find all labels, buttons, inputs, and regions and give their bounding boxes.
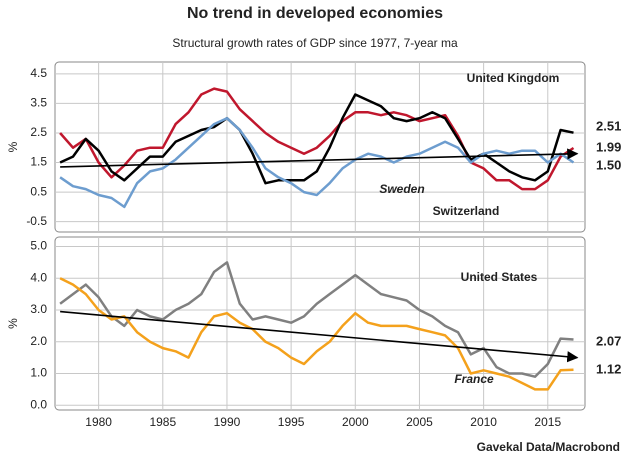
x-tick-label: 1990 [214, 415, 241, 429]
end-label: 2.51 [596, 118, 621, 133]
y-axis-label: % [6, 318, 20, 329]
y-tick-label: 1.0 [30, 366, 47, 380]
y-tick-label: 4.5 [30, 66, 47, 80]
series-name: France [454, 372, 494, 386]
y-tick-label: 2.0 [30, 334, 47, 348]
y-tick-label: 0.0 [30, 397, 47, 411]
end-label: 2.07 [596, 333, 621, 348]
series-name: Switzerland [433, 204, 500, 218]
x-tick-label: 2010 [470, 415, 497, 429]
x-tick-label: 1995 [278, 415, 305, 429]
plot-frame [54, 236, 586, 411]
y-tick-label: 1.5 [30, 155, 47, 169]
y-tick-label: 4.0 [30, 270, 47, 284]
series-line [59, 116, 575, 209]
series-name: United States [461, 270, 538, 284]
y-tick-label: 3.5 [30, 96, 47, 110]
x-tick-label: 1980 [85, 415, 112, 429]
series-line [59, 261, 574, 378]
y-tick-label: 5.0 [30, 239, 47, 253]
y-tick-label: 3.0 [30, 302, 47, 316]
series-line [59, 93, 574, 185]
x-tick-label: 2015 [534, 415, 561, 429]
trend-line [60, 310, 579, 363]
x-tick-label: 2005 [406, 415, 433, 429]
source: Gavekal Data/Macrobond [477, 440, 620, 454]
y-tick-label: -0.5 [26, 214, 47, 228]
series-line [59, 87, 575, 191]
trend-line [60, 148, 579, 168]
y-axis-label: % [6, 141, 20, 152]
x-tick-label: 2000 [342, 415, 369, 429]
x-tick-label: 1985 [149, 415, 176, 429]
chart-subtitle: Structural growth rates of GDP since 197… [172, 36, 458, 50]
series-name: Sweden [379, 182, 424, 196]
y-tick-label: 0.5 [30, 184, 47, 198]
series-line [59, 277, 574, 391]
y-tick-label: 2.5 [30, 125, 47, 139]
plot-frame [54, 61, 586, 233]
chart-title: No trend in developed economies [187, 5, 443, 22]
end-label: 1.99 [596, 139, 621, 154]
end-label: 1.50 [596, 157, 621, 172]
series-name: United Kingdom [467, 71, 560, 85]
end-label: 1.12 [596, 361, 621, 376]
